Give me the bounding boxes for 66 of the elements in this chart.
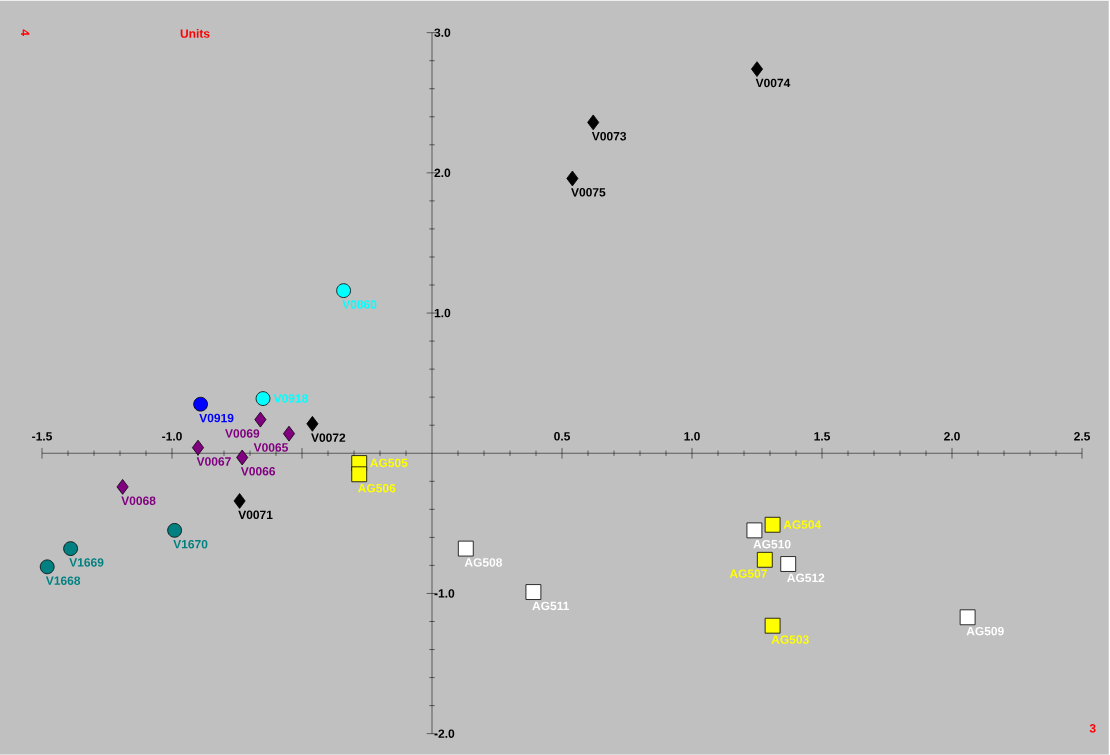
point	[336, 283, 351, 298]
annotation: AG512	[787, 573, 825, 582]
annotation: V1668	[45, 576, 81, 585]
y-axis-title: 4	[21, 29, 30, 36]
point	[756, 551, 773, 568]
point	[751, 61, 764, 77]
point	[233, 492, 246, 509]
point	[351, 466, 368, 482]
y-tick-label: 1.0	[434, 308, 451, 318]
point	[193, 396, 208, 412]
x-axis-title: 3	[1089, 723, 1096, 733]
point	[306, 415, 319, 432]
annotation: V0071	[238, 510, 273, 519]
point	[236, 449, 249, 466]
point	[764, 617, 781, 634]
annotation: V0919	[199, 413, 234, 423]
annotation: AG509	[966, 626, 1004, 636]
annotation: V0069	[225, 429, 260, 438]
annotation: V0918	[273, 394, 308, 403]
annotation: V0075	[571, 187, 606, 197]
point	[255, 391, 271, 406]
annotation: AG504	[783, 520, 822, 529]
x-tick-label: -1.0	[162, 431, 182, 441]
x-tick-label: 1.0	[684, 431, 700, 441]
x-tick-label: 2.5	[1074, 431, 1091, 441]
annotation: V0066	[240, 466, 276, 476]
annotation: V0860	[342, 300, 377, 309]
y-tick-label: 2.0	[434, 168, 451, 177]
annotation: V0068	[121, 496, 156, 505]
x-tick-label: 2.0	[944, 431, 960, 441]
y-tick-label: -1.0	[434, 589, 455, 598]
point	[525, 584, 542, 600]
point	[457, 540, 474, 557]
point	[254, 411, 267, 428]
point	[192, 439, 204, 456]
x-tick-label: 0.5	[554, 431, 571, 441]
annotation: V0067	[196, 457, 231, 466]
point	[566, 170, 579, 187]
annotation: AG506	[358, 483, 396, 493]
annotation: V0073	[591, 131, 627, 141]
annotation: AG508	[464, 558, 503, 567]
point	[764, 516, 781, 533]
annotation: V0072	[311, 433, 346, 442]
point	[167, 522, 182, 538]
annotation: AG507	[729, 569, 767, 578]
annotation: AG505	[370, 458, 408, 468]
point	[116, 478, 129, 495]
annotation: V1669	[69, 558, 104, 567]
annotation: V1670	[173, 539, 208, 549]
annotation: AG503	[771, 635, 809, 644]
annotation: V0074	[755, 78, 791, 88]
point	[780, 555, 797, 572]
chart-title: Units	[180, 28, 210, 38]
point	[959, 609, 976, 625]
point	[283, 425, 296, 442]
annotation: AG511	[532, 601, 570, 611]
point	[39, 559, 55, 574]
x-tick-label: -1.5	[32, 432, 52, 441]
annotation: V0065	[253, 443, 288, 452]
x-tick-label: 1.5	[814, 432, 831, 441]
point	[63, 541, 78, 556]
point	[746, 522, 763, 539]
annotation: AG510	[753, 539, 791, 549]
y-tick-label: 3.0	[434, 28, 451, 37]
point	[587, 114, 600, 131]
y-tick-label: -2.0	[434, 729, 455, 738]
